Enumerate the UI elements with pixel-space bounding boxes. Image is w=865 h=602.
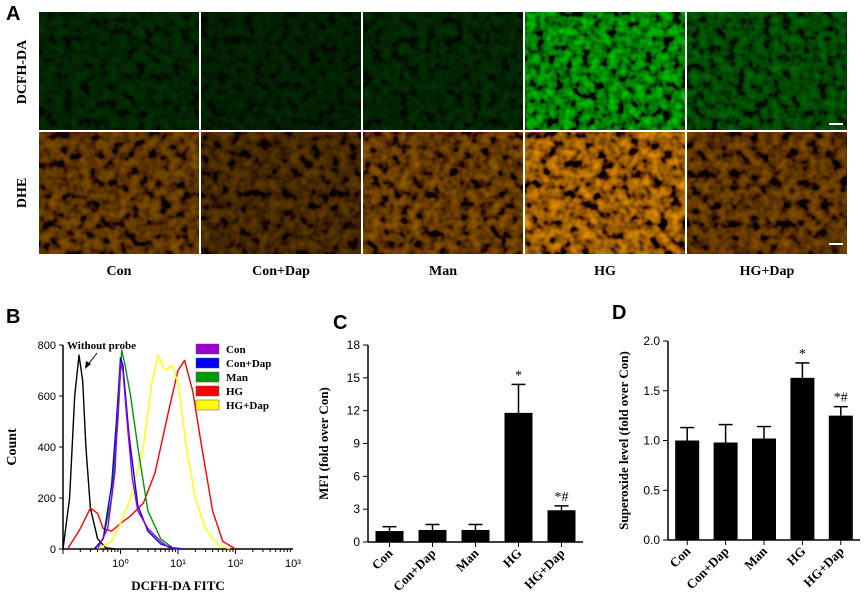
significance-mark-hg-dap: *# [834, 391, 848, 406]
series-line-con [96, 362, 179, 550]
legend-swatch-con [195, 343, 220, 355]
column-label-con-dap: Con+Dap [252, 264, 310, 279]
column-label-con: Con [107, 264, 132, 279]
x-tick-label-hg: HG [784, 544, 809, 569]
y-axis-title: Superoxide level (fold over Con) [616, 351, 631, 530]
significance-mark-hg: * [799, 347, 806, 362]
bar-hg [790, 377, 815, 540]
significance-mark-hg: * [515, 368, 522, 383]
legend-swatch-hg-dap [195, 399, 220, 411]
bar-hg-dap [828, 415, 853, 540]
y-axis-title: Count [5, 428, 20, 466]
x-axis-title: DCFH-DA FITC [131, 578, 225, 593]
y-tick-label: 0.0 [643, 533, 660, 547]
x-tick-label: 10⁰ [112, 558, 129, 570]
row-label-dcfh: DCFH-DA [15, 39, 30, 104]
bar-con-dap [713, 442, 738, 540]
x-tick-label: 10¹ [170, 558, 186, 570]
bar-con [675, 440, 700, 540]
x-tick-label-man: Man [453, 545, 483, 575]
y-axis-title: MFI (fold over Con) [316, 387, 331, 500]
legend-label-con-dap: Con+Dap [226, 358, 271, 370]
series-line-without-probe [62, 354, 115, 550]
series-line-man [93, 349, 183, 550]
legend-label-con: Con [226, 344, 246, 356]
x-tick-label-hg-dap: HG+Dap [800, 544, 846, 590]
x-tick-label-con: Con [666, 543, 693, 570]
legend-label-hg-dap: HG+Dap [226, 400, 269, 412]
y-tick-label: 1.5 [643, 384, 660, 398]
panel-a-label: A [6, 3, 20, 25]
panel-c-label: C [333, 312, 347, 334]
y-tick-label: 0 [50, 544, 56, 556]
column-label-man: Man [429, 264, 457, 279]
x-tick-label-con: Con [369, 545, 396, 572]
panel-d-label: D [612, 302, 626, 324]
annotation-without-probe: Without probe [67, 340, 136, 352]
x-tick-label-hg-dap: HG+Dap [521, 546, 567, 592]
x-tick-label-con-dap: Con+Dap [683, 544, 732, 593]
legend-label-hg: HG [226, 386, 244, 398]
column-label-hg: HG [594, 264, 616, 279]
bar-man [461, 529, 490, 542]
y-tick-label: 0.5 [643, 483, 660, 497]
bar-hg [504, 412, 533, 542]
legend-swatch-man [195, 371, 220, 383]
flow-cytometry-histogram: 0 200 400 600 800 10⁰ 10¹ 10² 10³ DCFH-DA FITC Cou… [5, 340, 301, 593]
bar-hg-dap [547, 510, 576, 542]
legend-label-man: Man [226, 372, 248, 384]
y-tick-label: 200 [38, 493, 56, 505]
y-tick-label: 600 [38, 391, 56, 403]
y-tick-label: 400 [38, 442, 56, 454]
y-tick-label: 800 [38, 340, 56, 352]
bar-con [375, 531, 404, 542]
bar-man [752, 438, 776, 540]
legend-swatch-con-dap [195, 357, 220, 369]
y-tick-label: 0 [353, 535, 360, 549]
series-line-hg-dap [97, 354, 231, 550]
panel-b-label: B [6, 306, 20, 328]
y-tick-label: 12 [347, 404, 361, 418]
x-tick-label-man: Man [741, 543, 771, 573]
bar-con-dap [418, 529, 447, 542]
x-tick-label-hg: HG [500, 546, 525, 571]
row-label-dhe: DHE [15, 178, 30, 208]
series-line-hg [67, 359, 236, 550]
y-tick-label: 2.0 [643, 334, 660, 348]
x-tick-label-con-dap: Con+Dap [390, 546, 439, 595]
y-tick-label: 6 [353, 469, 360, 483]
x-tick-label: 10³ [285, 558, 301, 570]
y-tick-label: 1.0 [643, 434, 660, 448]
y-tick-label: 9 [353, 437, 360, 451]
panel-a-micrographs [39, 12, 847, 254]
x-tick-label: 10² [228, 558, 244, 570]
y-tick-label: 15 [347, 371, 361, 385]
y-tick-label: 18 [347, 338, 361, 352]
y-tick-label: 3 [353, 502, 360, 516]
significance-mark-hg-dap: *# [555, 490, 569, 505]
column-label-hg-dap: HG+Dap [740, 264, 795, 279]
annotation-arrow-head [85, 361, 91, 369]
legend-swatch-hg [195, 385, 220, 397]
